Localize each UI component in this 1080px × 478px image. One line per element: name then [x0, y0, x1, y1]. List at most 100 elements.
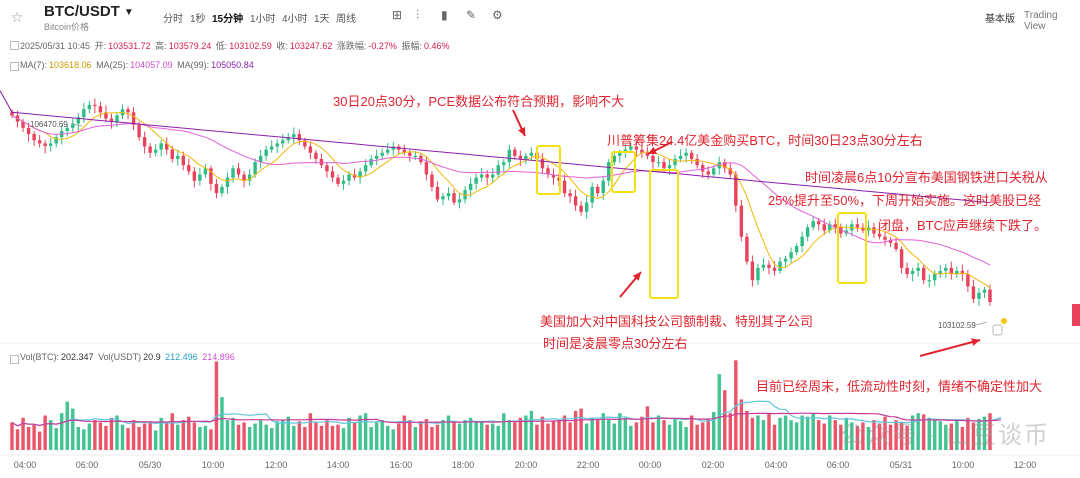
- volume-bar: [352, 422, 357, 450]
- candle-body: [861, 227, 865, 231]
- ma-layer: [0, 90, 1002, 427]
- volume-bar: [607, 418, 611, 450]
- volume-bar: [446, 415, 451, 450]
- candle-body: [330, 171, 335, 178]
- ma25-line: [11, 114, 991, 266]
- candle-body: [104, 112, 108, 119]
- indicator-icon[interactable]: ⊞: [392, 8, 403, 22]
- ma7-value: 103618.06: [49, 60, 92, 70]
- volume-bar: [927, 417, 931, 450]
- tab-timeframe-1w[interactable]: 周线: [336, 14, 356, 25]
- candle-body: [783, 258, 788, 262]
- ohlc-date: 2025/05/31 10:45: [20, 41, 91, 51]
- candle-body: [281, 140, 285, 144]
- volume-bar: [877, 423, 882, 450]
- volume-info-line: Vol(BTC): 202.347 Vol(USDT) 20.9 212.496 2…: [20, 352, 237, 362]
- volume-bar: [717, 374, 721, 450]
- candle-body: [667, 165, 672, 169]
- high-value: 103579.24: [168, 41, 212, 51]
- candle-body: [988, 289, 992, 303]
- candle-body: [209, 168, 213, 184]
- mode-basic[interactable]: 基本版: [985, 14, 1015, 25]
- candle-body: [10, 111, 14, 116]
- volume-bar: [568, 422, 572, 450]
- volume-bar: [667, 424, 672, 450]
- candle-style-icon[interactable]: ▮: [441, 8, 448, 22]
- pair-subname: Bitcoin价格: [44, 22, 90, 32]
- volume-bar: [37, 431, 42, 450]
- volume-bar: [181, 420, 186, 450]
- candle-body: [402, 149, 407, 153]
- tab-timeframe-15m[interactable]: 15分钟: [212, 14, 244, 25]
- arrow-head: [632, 272, 641, 281]
- volume-bar: [651, 422, 655, 450]
- candle-body: [739, 205, 744, 237]
- candle-body: [944, 267, 948, 271]
- pair-selector[interactable]: BTC/USDT ▼: [44, 3, 134, 20]
- vol-collapse-toggle[interactable]: [10, 355, 19, 364]
- ma7-line: [11, 112, 991, 289]
- ma-collapse-toggle[interactable]: [10, 62, 19, 71]
- time-axis-label: 12:00: [1014, 460, 1037, 470]
- settings-gear-icon[interactable]: ⚙: [492, 8, 503, 22]
- volume-bar: [236, 424, 241, 450]
- chart-type-icon[interactable]: ⫶: [416, 8, 420, 22]
- volume-bar: [264, 424, 268, 450]
- candle-body: [678, 155, 683, 159]
- collapse-toggle[interactable]: [10, 41, 19, 50]
- volume-bar: [756, 415, 760, 450]
- candle-body: [115, 115, 119, 122]
- candle-body: [839, 227, 843, 234]
- candle-body: [21, 121, 25, 128]
- volume-bar: [695, 424, 699, 450]
- candle-body: [93, 104, 97, 107]
- volume-bar: [308, 413, 313, 450]
- volume-bar: [314, 422, 318, 450]
- volume-bar: [789, 420, 793, 450]
- volume-bar: [341, 428, 346, 450]
- volume-bar: [839, 424, 843, 450]
- volume-bar: [441, 420, 445, 450]
- volume-bar: [971, 422, 976, 450]
- candle-body: [258, 155, 263, 163]
- tab-timeframe-4h[interactable]: 4小时: [282, 14, 308, 25]
- candle-body: [297, 134, 302, 141]
- volume-bar: [214, 361, 219, 450]
- candle-body: [76, 117, 81, 124]
- volume-bar: [153, 430, 158, 450]
- low-mark-leader: [975, 321, 988, 326]
- draw-tool-icon[interactable]: ✎: [466, 8, 477, 22]
- volume-bar: [778, 417, 782, 450]
- amplitude-value: 0.46%: [423, 41, 450, 51]
- candle-body: [485, 174, 489, 178]
- candle-body: [181, 155, 186, 166]
- favorite-star-icon[interactable]: ☆: [10, 9, 24, 25]
- volume-bar: [419, 421, 423, 450]
- volume-bar: [247, 427, 252, 450]
- tab-timeframe-fenshi[interactable]: 分时: [163, 14, 183, 25]
- candle-body: [247, 174, 252, 181]
- volume-bar: [513, 422, 517, 450]
- time-axis-label: 00:00: [639, 460, 662, 470]
- tab-timeframe-1d[interactable]: 1天: [314, 14, 330, 25]
- volume-bar: [673, 417, 677, 450]
- tab-timeframe-1h[interactable]: 1小时: [250, 14, 276, 25]
- volume-bar: [618, 413, 622, 450]
- volume-bar: [109, 417, 114, 450]
- mode-tradingview[interactable]: Trading View: [1024, 10, 1058, 32]
- volume-bar: [479, 421, 484, 450]
- highlight-box: [536, 145, 561, 195]
- annotation-tariff-2: 25%提升至50%，下周开始实施。这时美股已经: [768, 193, 1042, 208]
- tab-timeframe-1s[interactable]: 1秒: [190, 14, 206, 25]
- watermark: 公众号 · 山豆谈币: [840, 422, 1050, 449]
- volume-bar: [187, 416, 191, 450]
- volume-bar: [203, 425, 208, 450]
- candle-body: [579, 205, 583, 212]
- candle-body: [816, 221, 821, 225]
- volume-bar: [507, 420, 512, 450]
- candle-body: [529, 152, 534, 156]
- candle-body: [424, 162, 429, 175]
- volume-bar: [380, 420, 384, 450]
- time-axis-label: 04:00: [765, 460, 788, 470]
